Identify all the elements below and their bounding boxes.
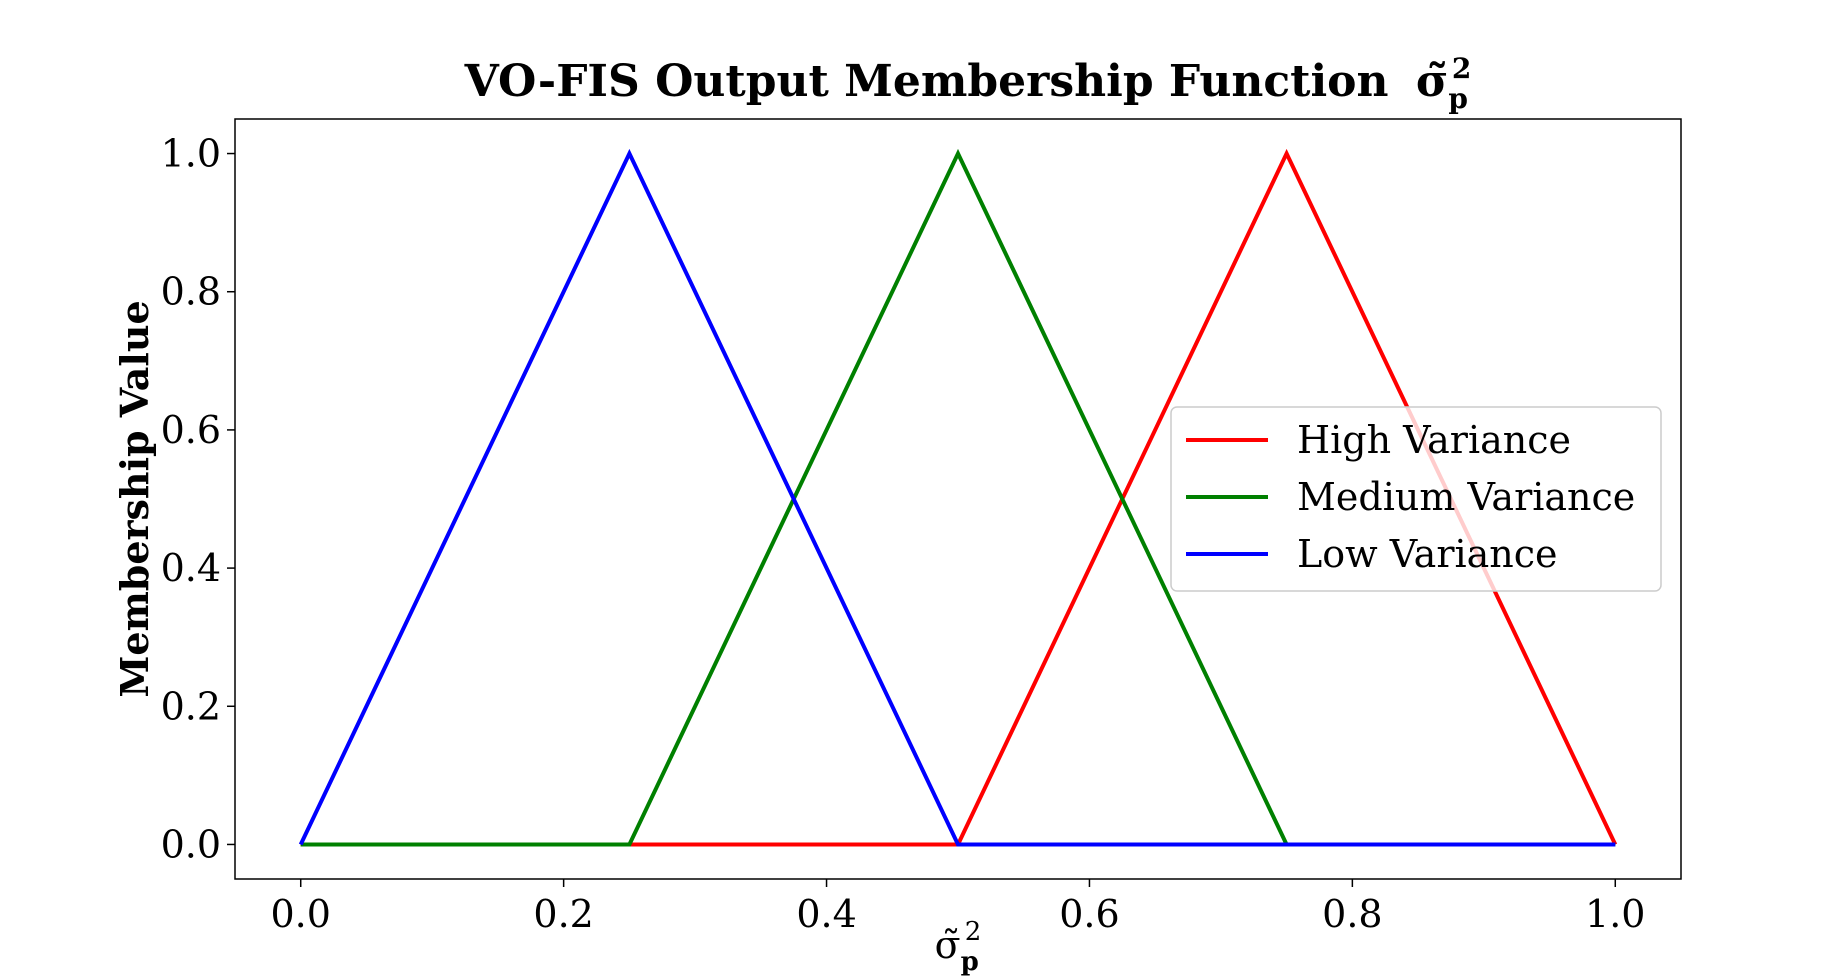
- chart-title-text: VO-FIS Output Membership Function: [464, 56, 1389, 107]
- x-axis-label-symbol: σ̃: [935, 923, 961, 967]
- plot-area: [234, 118, 1682, 880]
- x-tick-label: 0.6: [1059, 892, 1119, 936]
- x-axis-label: σ̃p2: [935, 917, 982, 977]
- chart-title-symbol-sub: p: [1448, 82, 1468, 115]
- series-line-low-variance: [298, 148, 1616, 847]
- y-tick-label: 0.4: [161, 546, 221, 590]
- y-tick-label: 0.0: [161, 822, 221, 866]
- x-tick-label: 0.4: [796, 892, 856, 936]
- x-tick-label: 1.0: [1585, 892, 1645, 936]
- y-tick-label: 0.6: [161, 408, 221, 452]
- chart-title: VO-FIS Output Membership Function σ̃p2: [464, 52, 1472, 115]
- chart-title-symbol: σ̃: [1416, 56, 1448, 107]
- x-axis-ticks: 0.0 0.2 0.4 0.6 0.8 1.0: [271, 879, 1645, 936]
- legend-label: Medium Variance: [1297, 475, 1635, 519]
- x-tick-label: 0.0: [271, 892, 331, 936]
- y-tick-label: 0.2: [161, 684, 221, 728]
- x-axis-label-sub: p: [961, 947, 979, 977]
- legend: High Variance Medium Variance Low Variance: [1170, 406, 1662, 592]
- x-tick-label: 0.2: [533, 892, 593, 936]
- legend-label: Low Variance: [1297, 532, 1558, 576]
- y-tick-label: 1.0: [161, 132, 221, 176]
- legend-items: High Variance Medium Variance Low Variance: [1186, 418, 1635, 576]
- legend-box: [1170, 406, 1662, 592]
- series-layer: [298, 148, 1618, 847]
- y-tick-label: 0.8: [161, 270, 221, 314]
- x-tick-label: 0.8: [1322, 892, 1382, 936]
- x-axis-label-sup: 2: [965, 917, 982, 947]
- y-axis-label: Membership Value: [112, 300, 157, 697]
- y-axis-ticks: 0.0 0.2 0.4 0.6 0.8 1.0: [161, 132, 235, 866]
- chart-title-symbol-sup: 2: [1452, 52, 1471, 85]
- legend-label: High Variance: [1297, 418, 1571, 462]
